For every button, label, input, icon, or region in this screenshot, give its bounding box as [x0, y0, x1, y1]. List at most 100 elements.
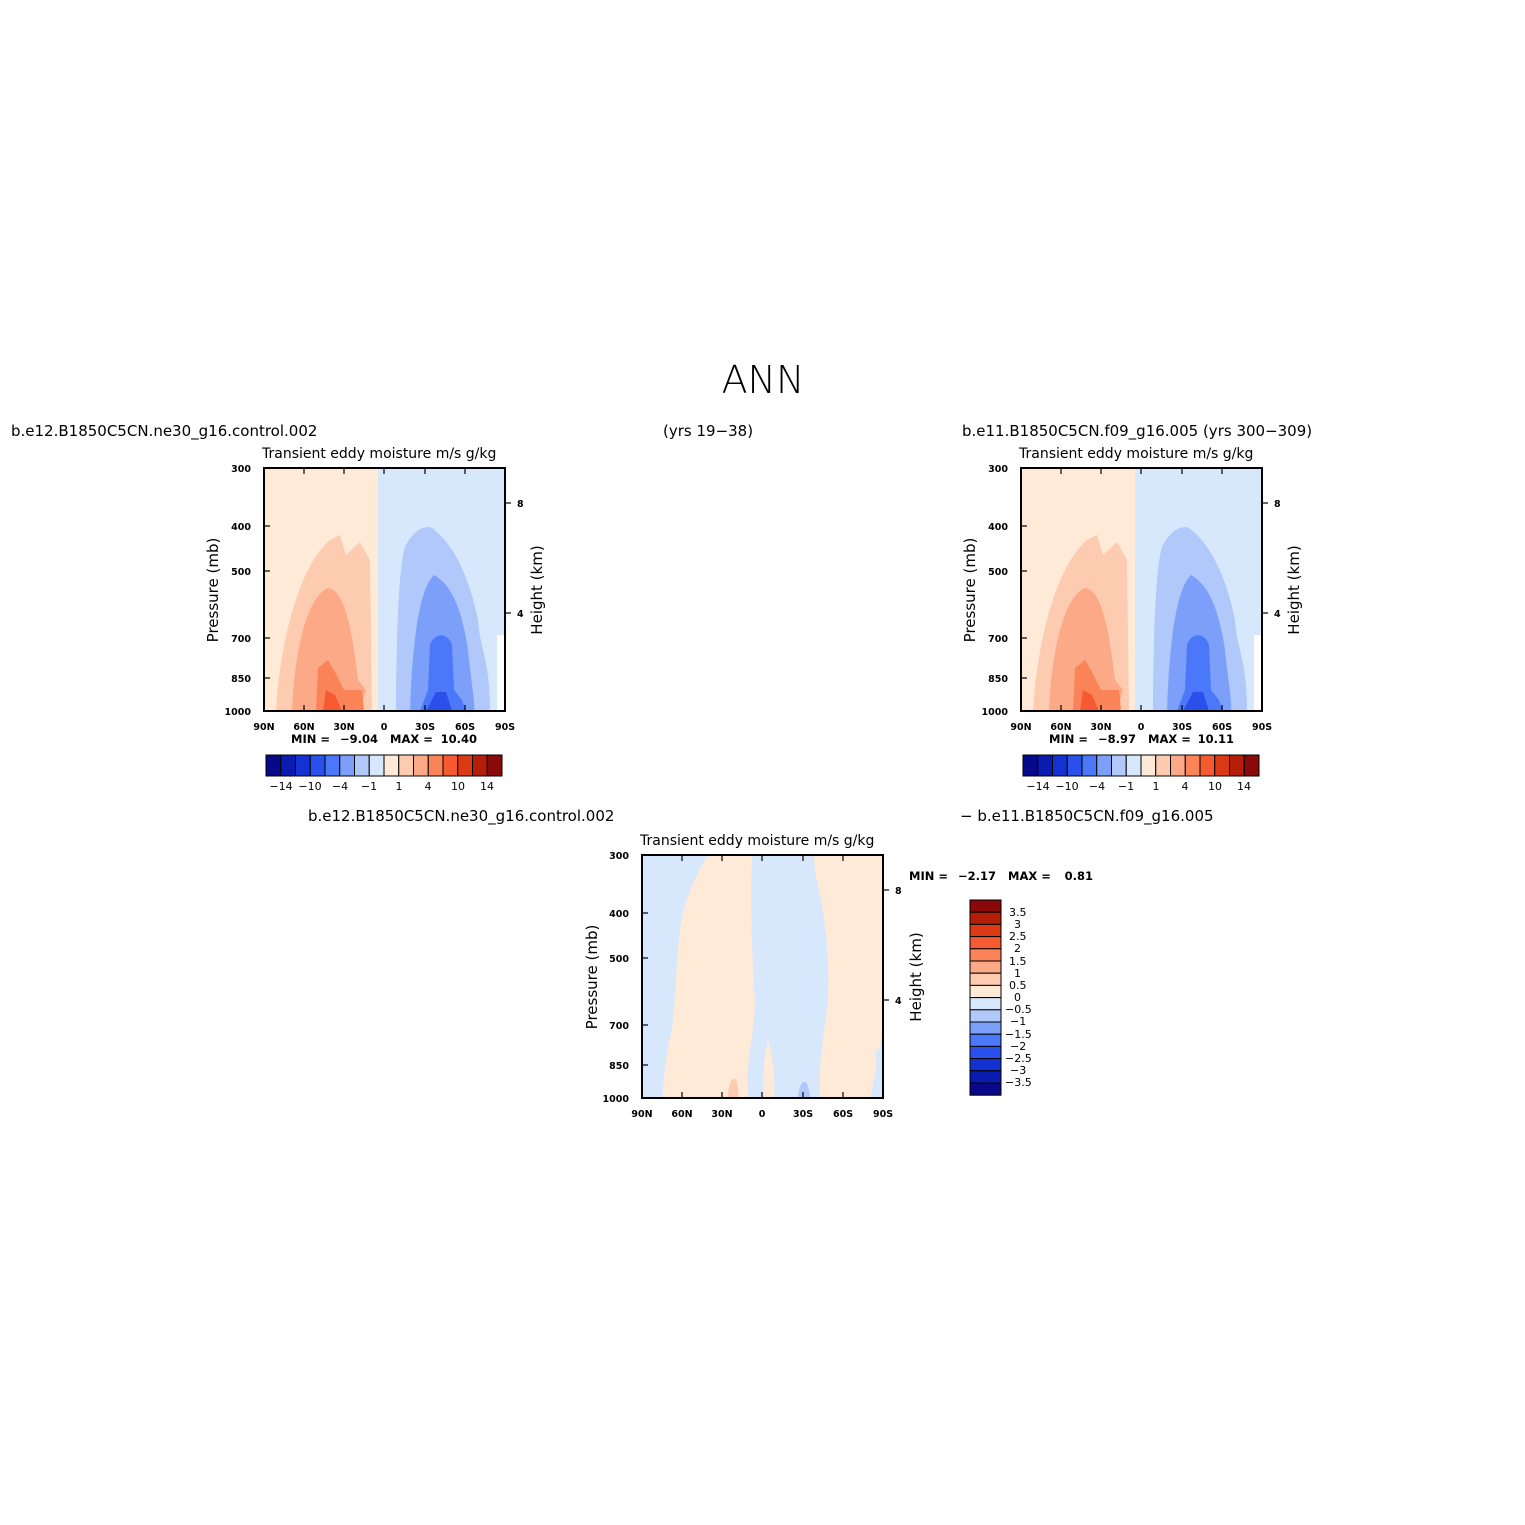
cb1-swatch-2 — [295, 754, 311, 777]
panel-diff-ticks — [642, 855, 889, 1098]
cb1-label-4: 1 — [396, 780, 403, 793]
y-right-tick-8: 8 — [895, 886, 902, 897]
panel-case2-colorbar-labels: −14 −10 −4 −1 1 4 10 14 — [1026, 780, 1251, 793]
cb2-label-3: −1 — [1118, 780, 1134, 793]
cb1-swatch-3 — [309, 754, 326, 777]
panel-case1-x-tick-labels: 90N 60N 30N 0 30S 60S 90S — [253, 722, 515, 733]
contour-pos-small-south — [814, 855, 883, 1098]
cb3-swatch-14 — [969, 1070, 1002, 1084]
cb1-swatch-4 — [324, 754, 341, 777]
contour-zero-edge — [1254, 635, 1262, 711]
cb3-label-4: 1.5 — [1009, 955, 1027, 968]
panel-diff-colorbar-labels: 3.5 3 2.5 2 1.5 1 0.5 0 −0.5 −1 −1.5 −2 … — [1005, 906, 1032, 1089]
panel-diff-min-value: −2.17 — [958, 869, 996, 883]
contour-neg-level4 — [1177, 635, 1223, 711]
panel-case2-colorbar — [1022, 754, 1260, 777]
cb1-swatch-11 — [427, 754, 444, 777]
x-tick-90n: 90N — [253, 722, 274, 733]
contour-pos-small-spike — [763, 1040, 775, 1098]
y-tick-500: 500 — [988, 567, 1008, 578]
y-tick-850: 850 — [609, 1061, 629, 1072]
cb1-swatch-0 — [265, 754, 282, 777]
cb3-swatch-2 — [969, 923, 1002, 938]
contour-neg-level5 — [1183, 692, 1209, 711]
cb1-swatch-8 — [383, 754, 400, 777]
x-tick-90n: 90N — [631, 1109, 652, 1120]
cb1-label-3: −1 — [361, 780, 377, 793]
cb2-swatch-4 — [1081, 754, 1098, 777]
cb3-label-2: 2.5 — [1009, 930, 1027, 943]
panel-case2-max-label: MAX = — [1148, 732, 1191, 746]
figure-suptitle: ANN — [722, 358, 805, 402]
panel-case2: Transient eddy moisture m/s g/kg — [961, 446, 1303, 793]
contour-neg-medium — [798, 1081, 810, 1098]
contour-pos-level3 — [1049, 588, 1123, 711]
x-tick-60s: 60S — [455, 722, 475, 733]
x-tick-90s: 90S — [873, 1109, 893, 1120]
cb2-swatch-5 — [1096, 754, 1112, 777]
contour-pos-medium — [728, 1078, 739, 1098]
x-tick-30s: 30S — [793, 1109, 813, 1120]
y-tick-850: 850 — [231, 674, 251, 685]
panel-difference: Transient eddy moisture m/s g/kg — [583, 833, 1093, 1120]
y-tick-700: 700 — [231, 634, 251, 645]
cb1-swatch-10 — [413, 754, 429, 777]
panel-diff-y-tick-labels: 300 400 500 700 850 1000 8 4 — [603, 851, 902, 1105]
x-tick-60n: 60N — [293, 722, 314, 733]
panel-case1-contours — [264, 468, 505, 711]
cb3-label-3: 2 — [1014, 942, 1021, 955]
cb3-label-1: 3 — [1014, 918, 1021, 931]
cb2-swatch-9 — [1155, 754, 1171, 777]
cb2-swatch-12 — [1199, 754, 1216, 777]
cb3-swatch-11 — [969, 1033, 1002, 1047]
y-right-tick-8: 8 — [517, 499, 524, 510]
y-tick-400: 400 — [231, 522, 251, 533]
cb1-swatch-1 — [280, 754, 296, 777]
y-tick-1000: 1000 — [603, 1094, 630, 1105]
cb3-label-11: −2 — [1010, 1040, 1026, 1053]
panel-case1-max-value: 10.40 — [441, 732, 477, 746]
cb1-label-5: 4 — [425, 780, 432, 793]
cb3-swatch-10 — [969, 1021, 1002, 1035]
y-tick-400: 400 — [988, 522, 1008, 533]
contour-zero-edge — [497, 635, 505, 711]
cb1-swatch-7 — [368, 754, 385, 777]
contour-pos-level3 — [292, 588, 366, 711]
panel-case1-colorbar — [265, 754, 503, 777]
cb2-swatch-1 — [1037, 754, 1053, 777]
y-tick-300: 300 — [231, 464, 251, 475]
cb2-label-1: −10 — [1055, 780, 1078, 793]
cb2-swatch-3 — [1066, 754, 1083, 777]
cb3-label-12: −2.5 — [1005, 1052, 1032, 1065]
cb1-swatch-13 — [457, 754, 473, 777]
case2-header: b.e11.B1850C5CN.f09_g16.005 (yrs 300−309… — [962, 422, 1312, 441]
cb1-swatch-12 — [442, 754, 459, 777]
contour-neg-edge — [876, 1050, 883, 1098]
y-tick-500: 500 — [231, 567, 251, 578]
cb1-label-2: −4 — [332, 780, 348, 793]
x-tick-60s: 60S — [833, 1109, 853, 1120]
panel-diff-contours — [642, 855, 883, 1098]
panel-diff-x-tick-labels: 90N 60N 30N 0 30S 60S 90S — [631, 1109, 893, 1120]
panel-case2-min-value: −8.97 — [1098, 732, 1136, 746]
panel-case2-y-tick-labels: 300 400 500 700 850 1000 8 4 — [982, 464, 1281, 718]
panel-diff-ylabel-right: Height (km) — [907, 932, 925, 1021]
cb2-swatch-15 — [1243, 754, 1260, 777]
x-tick-60s: 60S — [1212, 722, 1232, 733]
cb3-swatch-15 — [969, 1082, 1002, 1096]
cb2-swatch-13 — [1214, 754, 1230, 777]
cb3-swatch-1 — [969, 911, 1002, 925]
panel-case2-max-value: 10.11 — [1198, 732, 1234, 746]
y-right-tick-8: 8 — [1274, 499, 1281, 510]
x-tick-30n: 30N — [1090, 722, 1111, 733]
cb3-label-6: 0.5 — [1009, 979, 1027, 992]
y-right-tick-4: 4 — [517, 609, 524, 620]
case1-years: (yrs 19−38) — [663, 422, 753, 440]
x-tick-0: 0 — [1138, 722, 1145, 733]
cb3-label-7: 0 — [1014, 991, 1021, 1004]
x-tick-60n: 60N — [1050, 722, 1071, 733]
y-tick-1000: 1000 — [982, 707, 1009, 718]
cb3-swatch-13 — [969, 1058, 1002, 1072]
cb3-swatch-9 — [969, 1009, 1002, 1023]
panel-case1-ticks — [264, 468, 511, 711]
